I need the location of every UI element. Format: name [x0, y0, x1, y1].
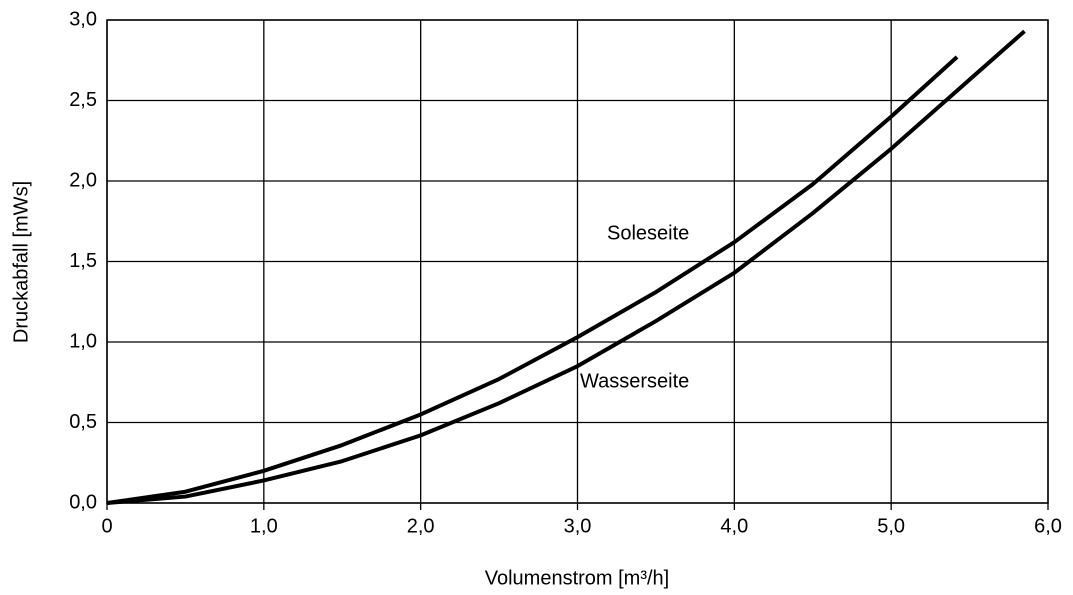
curve [106, 29, 1026, 505]
series-label: Wasserseite [580, 370, 689, 392]
x-tick-label: 4,0 [720, 515, 748, 537]
plot-frame [106, 19, 1049, 504]
marks [106, 29, 1026, 505]
x-tick-label: 1,0 [250, 515, 278, 537]
x-tick-label: 6,0 [1034, 515, 1062, 537]
y-tick-label: 2,0 [69, 169, 97, 191]
y-axis-label: Druckabfall [mWs] [10, 181, 32, 343]
y-tick-label: 2,5 [69, 89, 97, 111]
y-tick-label: 1,0 [69, 330, 97, 352]
y-tick-label: 3,0 [69, 8, 97, 30]
y-tick-label: 0,5 [69, 411, 97, 433]
x-tick-label: 0 [101, 515, 112, 537]
grid [106, 19, 1049, 510]
curve [106, 55, 959, 505]
y-tick-label: 1,5 [69, 250, 97, 272]
x-tick-label: 5,0 [877, 515, 905, 537]
x-tick-label: 3,0 [564, 515, 592, 537]
series-label: Soleseite [607, 222, 689, 244]
y-tick-label: 0,0 [69, 491, 97, 513]
x-axis-label: Volumenstrom [m³/h] [485, 567, 670, 589]
x-tick-label: 2,0 [407, 515, 435, 537]
